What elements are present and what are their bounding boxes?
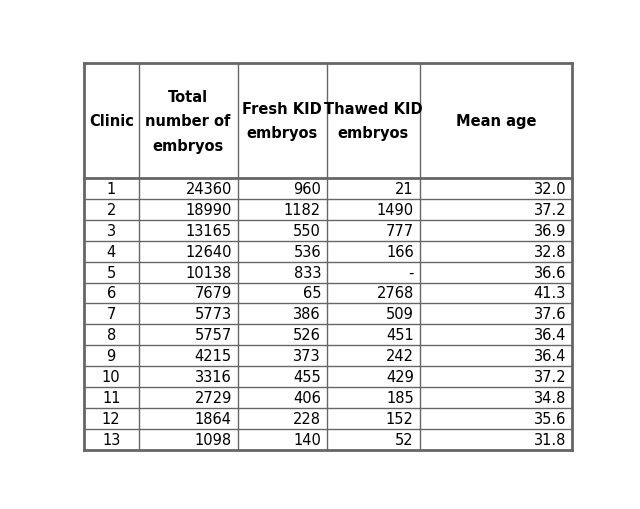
Text: 2729: 2729 <box>195 390 232 405</box>
Text: 7679: 7679 <box>195 286 232 301</box>
Text: 32.0: 32.0 <box>534 182 566 196</box>
Text: 242: 242 <box>386 349 414 363</box>
Text: 36.4: 36.4 <box>534 349 566 363</box>
Text: 185: 185 <box>386 390 414 405</box>
Text: 1182: 1182 <box>284 203 321 217</box>
Text: 37.6: 37.6 <box>534 307 566 322</box>
Text: 5773: 5773 <box>195 307 232 322</box>
Text: 52: 52 <box>395 432 414 447</box>
Text: 36.6: 36.6 <box>534 265 566 280</box>
Text: 5757: 5757 <box>195 328 232 343</box>
Text: 373: 373 <box>293 349 321 363</box>
Text: 455: 455 <box>293 370 321 384</box>
Text: 11: 11 <box>102 390 120 405</box>
Text: Clinic: Clinic <box>89 114 134 129</box>
Text: 4: 4 <box>107 244 116 259</box>
Text: 34.8: 34.8 <box>534 390 566 405</box>
Text: 429: 429 <box>386 370 414 384</box>
Text: 18990: 18990 <box>186 203 232 217</box>
Text: 36.9: 36.9 <box>534 223 566 238</box>
Text: 13: 13 <box>102 432 120 447</box>
Text: 35.6: 35.6 <box>534 411 566 426</box>
Text: 36.4: 36.4 <box>534 328 566 343</box>
Text: Mean age: Mean age <box>456 114 536 129</box>
Text: 9: 9 <box>107 349 116 363</box>
Text: 10138: 10138 <box>186 265 232 280</box>
Text: 24360: 24360 <box>186 182 232 196</box>
Text: Thawed KID
embryos: Thawed KID embryos <box>324 102 422 141</box>
Text: 31.8: 31.8 <box>534 432 566 447</box>
Text: -: - <box>408 265 414 280</box>
Text: 41.3: 41.3 <box>534 286 566 301</box>
Text: 509: 509 <box>386 307 414 322</box>
Text: 1098: 1098 <box>195 432 232 447</box>
Text: 2: 2 <box>107 203 116 217</box>
Text: 37.2: 37.2 <box>534 203 566 217</box>
Text: 526: 526 <box>293 328 321 343</box>
Text: 550: 550 <box>293 223 321 238</box>
Text: 228: 228 <box>293 411 321 426</box>
Text: 536: 536 <box>293 244 321 259</box>
Text: 37.2: 37.2 <box>534 370 566 384</box>
Text: 8: 8 <box>107 328 116 343</box>
Text: 386: 386 <box>293 307 321 322</box>
Text: 21: 21 <box>395 182 414 196</box>
Text: 5: 5 <box>107 265 116 280</box>
Text: Fresh KID
embryos: Fresh KID embryos <box>243 102 323 141</box>
Text: 10: 10 <box>102 370 120 384</box>
Text: 833: 833 <box>294 265 321 280</box>
Text: 6: 6 <box>107 286 116 301</box>
Text: 960: 960 <box>293 182 321 196</box>
Text: Total
number of
embryos: Total number of embryos <box>145 90 231 154</box>
Text: 3: 3 <box>107 223 116 238</box>
Text: 2768: 2768 <box>376 286 414 301</box>
Text: 4215: 4215 <box>195 349 232 363</box>
Text: 1490: 1490 <box>377 203 414 217</box>
Text: 12640: 12640 <box>185 244 232 259</box>
Text: 13165: 13165 <box>186 223 232 238</box>
Text: 777: 777 <box>386 223 414 238</box>
Text: 65: 65 <box>303 286 321 301</box>
Text: 152: 152 <box>386 411 414 426</box>
Text: 12: 12 <box>102 411 120 426</box>
Text: 451: 451 <box>386 328 414 343</box>
Text: 1: 1 <box>107 182 116 196</box>
Text: 3316: 3316 <box>195 370 232 384</box>
Text: 140: 140 <box>293 432 321 447</box>
Text: 32.8: 32.8 <box>534 244 566 259</box>
Text: 166: 166 <box>386 244 414 259</box>
Text: 406: 406 <box>293 390 321 405</box>
Text: 1864: 1864 <box>195 411 232 426</box>
Text: 7: 7 <box>107 307 116 322</box>
